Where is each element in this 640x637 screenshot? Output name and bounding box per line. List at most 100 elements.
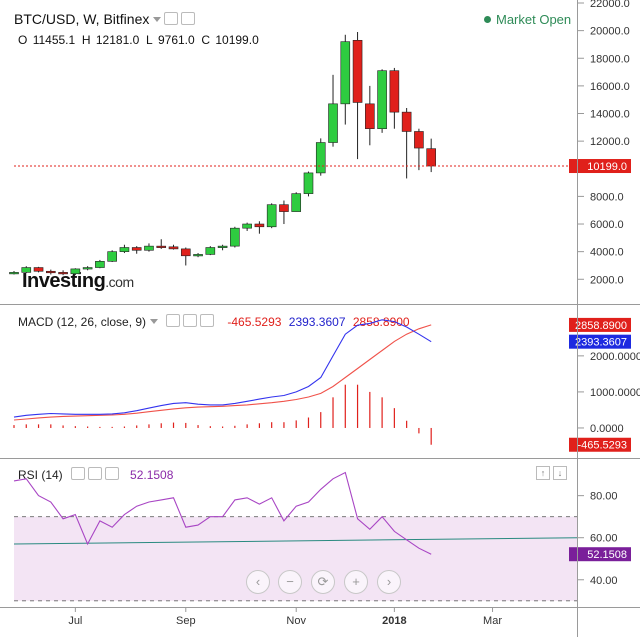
open-label: O [18, 33, 28, 47]
rsi-axis-label: 40.00 [590, 575, 618, 587]
scroll-left-icon[interactable]: ‹ [246, 570, 270, 594]
candle-down [426, 148, 436, 167]
zoom-out-icon[interactable]: − [278, 570, 302, 594]
market-status-label: Market Open [496, 12, 572, 27]
candle-up [266, 204, 277, 228]
close-label: C [201, 33, 211, 47]
macd-axis-label: 0.0000 [590, 423, 624, 435]
rsi-value-badge [569, 547, 631, 562]
candle-down [58, 272, 68, 275]
price-axis-label: 4000.0 [590, 247, 624, 259]
candle-up [21, 267, 32, 273]
price-axis-label: 2000.0 [590, 274, 624, 286]
time-axis-label: Nov [286, 615, 306, 627]
macd-signal-value: 2858.8900 [352, 315, 410, 329]
candle-down [33, 267, 44, 272]
last-price-badge [569, 159, 631, 174]
scroll-right-icon[interactable]: › [377, 570, 401, 594]
rsi-header: RSI (14) 52.1508 [18, 467, 173, 482]
candle-down [131, 247, 142, 251]
eye-icon[interactable] [183, 314, 198, 327]
candle-down [254, 223, 265, 228]
candle-up [95, 261, 105, 268]
candle-up [205, 247, 216, 255]
price-axis-border [577, 0, 578, 637]
macd-line [13, 319, 432, 418]
chevron-down-icon[interactable] [153, 17, 162, 22]
candle-up [328, 103, 338, 143]
low-label: L [145, 33, 153, 47]
macd-title[interactable]: MACD (12, 26, close, 9) [18, 315, 147, 329]
rsi-line [13, 471, 432, 555]
rsi-value: 52.1508 [130, 468, 174, 482]
eye-icon[interactable] [87, 467, 102, 480]
macd-axis-label: 1000.0000 [590, 387, 640, 399]
candle-up [303, 172, 314, 194]
price-axis-label: 6000.0 [590, 219, 624, 231]
macd-header: MACD (12, 26, close, 9) -465.5293 2393.3… [18, 314, 410, 329]
settings-icon[interactable] [166, 314, 181, 327]
pane-divider[interactable] [0, 304, 640, 305]
time-axis-label: 2018 [382, 615, 406, 627]
time-axis-label: Sep [176, 615, 196, 627]
candle-up [70, 268, 81, 275]
close-icon[interactable] [104, 467, 119, 480]
candle-down [46, 270, 56, 274]
macd-signal-badge-label: 2858.8900 [575, 320, 627, 332]
price-axis-label: 22000.0 [590, 0, 630, 10]
macd-line-badge-label: 2393.3607 [575, 337, 627, 349]
zoom-in-icon[interactable]: + [344, 570, 368, 594]
price-axis-label: 20000.0 [590, 26, 630, 38]
candle-down [180, 248, 191, 257]
candle-up [144, 245, 154, 251]
logo-brand: Investing [22, 270, 106, 292]
chart-title: BTC/USD, W, Bitfinex [14, 11, 196, 27]
candle-up [230, 227, 240, 247]
ohlc-readout: O 11455.1 H 12181.0 L 9761.0 C 10199.0 [18, 33, 259, 47]
macd-signal-line [13, 324, 432, 421]
price-axis-label: 14000.0 [590, 109, 630, 121]
candle-down [352, 39, 363, 103]
close-value: 10199.0 [215, 33, 259, 47]
candle-up [377, 70, 387, 130]
high-value: 12181.0 [95, 33, 140, 47]
logo-suffix: .com [105, 274, 134, 290]
price-axis-label: 16000.0 [590, 81, 630, 93]
rsi-axis-label: 60.00 [590, 533, 618, 545]
reset-icon[interactable]: ⟳ [311, 570, 335, 594]
investing-logo: Investing.com [22, 270, 134, 293]
pane-divider[interactable] [0, 458, 640, 459]
macd-line-badge [569, 334, 631, 349]
symbol-title[interactable]: BTC/USD, W, Bitfinex [14, 11, 150, 27]
macd-axis-label: 2000.0000 [590, 351, 640, 363]
chevron-down-icon[interactable] [150, 319, 159, 324]
candle-up [242, 223, 252, 229]
open-value: 11455.1 [32, 33, 76, 47]
settings-icon[interactable] [70, 467, 85, 480]
rsi-title[interactable]: RSI (14) [18, 468, 63, 482]
candle-up [119, 247, 130, 252]
rsi-value-label: 52.1508 [587, 549, 627, 561]
price-axis-label: 8000.0 [590, 191, 624, 203]
rsi-trend-line [13, 537, 579, 545]
low-value: 9761.0 [157, 33, 195, 47]
high-label: H [81, 33, 91, 47]
macd-hist-badge [569, 437, 631, 452]
candle-down [401, 111, 412, 132]
price-axis-label: 18000.0 [590, 53, 630, 65]
move-up-icon[interactable]: ↑ [536, 466, 550, 480]
candle-up [193, 254, 203, 257]
pane-divider [0, 607, 640, 608]
eye-icon[interactable] [181, 12, 196, 25]
settings-icon[interactable] [164, 12, 179, 25]
candle-up [9, 272, 19, 275]
last-price-label: 10199.0 [587, 161, 627, 173]
candle-down [414, 131, 424, 149]
move-down-icon[interactable]: ↓ [553, 466, 567, 480]
status-dot-icon [484, 16, 491, 23]
close-icon[interactable] [200, 314, 215, 327]
price-axis-label: 12000.0 [590, 136, 630, 148]
time-axis-label: Jul [68, 615, 82, 627]
